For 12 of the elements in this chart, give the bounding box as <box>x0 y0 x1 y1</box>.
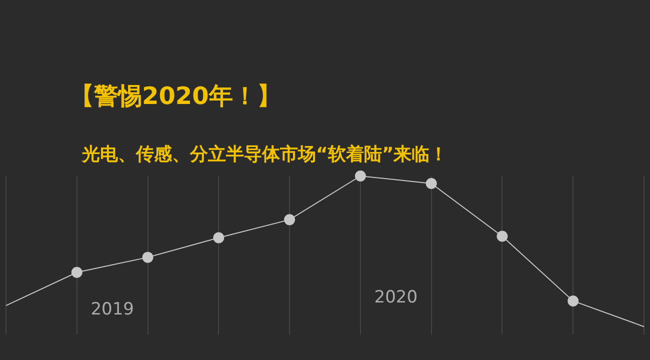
point <box>71 266 82 278</box>
chart-subtitle: 光电、传感、分立半导体市场“软着陆”来临！ <box>82 143 448 166</box>
point <box>354 170 366 182</box>
annotation: 2020 <box>374 288 418 308</box>
point <box>142 252 154 263</box>
point <box>213 232 224 244</box>
point <box>496 230 508 242</box>
point <box>426 178 437 190</box>
point <box>284 214 296 226</box>
chart-title: 【警惕2020年！】 <box>70 81 281 112</box>
annotation: 2019 <box>90 300 134 320</box>
point <box>568 296 579 306</box>
